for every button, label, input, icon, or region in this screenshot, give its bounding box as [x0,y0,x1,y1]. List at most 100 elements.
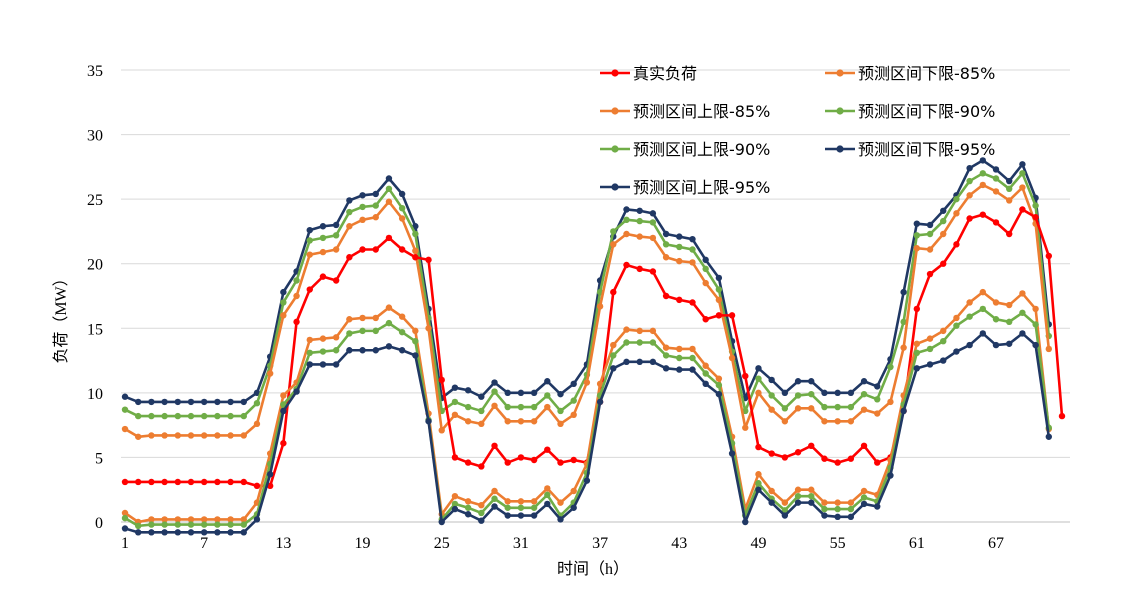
data-point [135,478,142,486]
y-tick-label: 10 [87,386,103,403]
data-point [504,418,511,425]
data-point [372,214,379,221]
data-point [662,344,670,351]
data-point [860,378,868,385]
data-point [979,305,987,313]
data-point [940,217,947,225]
data-point [530,389,538,397]
data-point [517,389,525,397]
data-point [900,344,907,351]
data-point [200,529,208,536]
data-point [214,412,221,420]
data-point [874,503,881,510]
data-point [174,478,181,486]
data-point [874,410,881,417]
data-point [768,487,775,495]
data-point [926,361,934,368]
legend-item: 真实负荷 [600,64,697,83]
data-point [887,363,894,371]
data-point [1032,341,1039,349]
y-axis-title: 负荷（MW） [52,270,70,363]
legend-label: 预测区间上限-90% [633,140,770,159]
data-point [398,347,406,354]
data-point [676,243,683,251]
data-point [794,405,802,412]
data-point [530,498,538,505]
data-point [689,246,696,253]
data-point [570,487,577,495]
y-tick-label: 25 [87,192,103,209]
data-point [148,529,155,536]
data-point [332,232,340,239]
data-point [808,390,815,398]
data-point [200,478,208,486]
data-point [187,398,195,406]
data-point [319,361,327,368]
data-point [755,389,762,397]
y-tick-label: 30 [87,128,103,145]
data-point [940,357,947,364]
data-point [702,362,709,369]
data-point [135,398,142,406]
data-point [781,454,789,461]
data-point [860,406,868,413]
data-point [148,432,155,439]
data-point [1032,214,1039,221]
data-point [768,406,775,413]
data-point [781,418,789,425]
data-point [464,459,472,466]
data-point [504,504,511,511]
data-point [544,500,551,508]
data-point [596,380,604,388]
data-point [161,516,168,523]
data-point [280,288,287,296]
x-tick-label: 43 [671,535,687,552]
data-point [940,207,947,214]
data-point [121,393,129,400]
data-point [821,455,828,462]
data-point [702,370,709,377]
data-point [1019,309,1026,316]
data-point [992,299,1000,306]
data-point [1045,252,1053,260]
data-point [808,492,815,500]
data-point [425,418,432,425]
data-point [623,206,630,213]
data-point [161,478,168,486]
data-point [623,230,630,238]
data-point [742,518,749,526]
data-point [768,376,775,384]
data-point [306,251,313,258]
data-point [649,219,657,226]
data-point [847,455,855,462]
data-point [992,166,1000,173]
data-point [755,375,762,382]
x-tick-label: 31 [513,535,529,552]
data-point [596,398,604,406]
data-point [689,366,696,373]
data-point [293,388,300,395]
legend-item: 预测区间下限-90% [825,102,995,121]
data-point [821,499,828,506]
x-tick-label: 7 [200,535,208,552]
data-point [121,514,129,522]
data-point [860,487,868,495]
data-point [280,401,287,408]
data-point [214,516,221,523]
data-point [266,370,274,377]
data-point [953,241,960,248]
data-point [768,450,775,457]
data-point [161,432,168,439]
data-point [398,204,406,212]
data-point [332,246,340,253]
data-point [557,420,564,428]
data-point [715,274,723,282]
data-point [1019,170,1026,177]
data-point [583,477,591,484]
data-point [451,384,459,391]
y-tick-label: 0 [95,515,103,532]
data-point [372,190,379,198]
data-point [359,314,366,322]
data-point [557,407,564,415]
